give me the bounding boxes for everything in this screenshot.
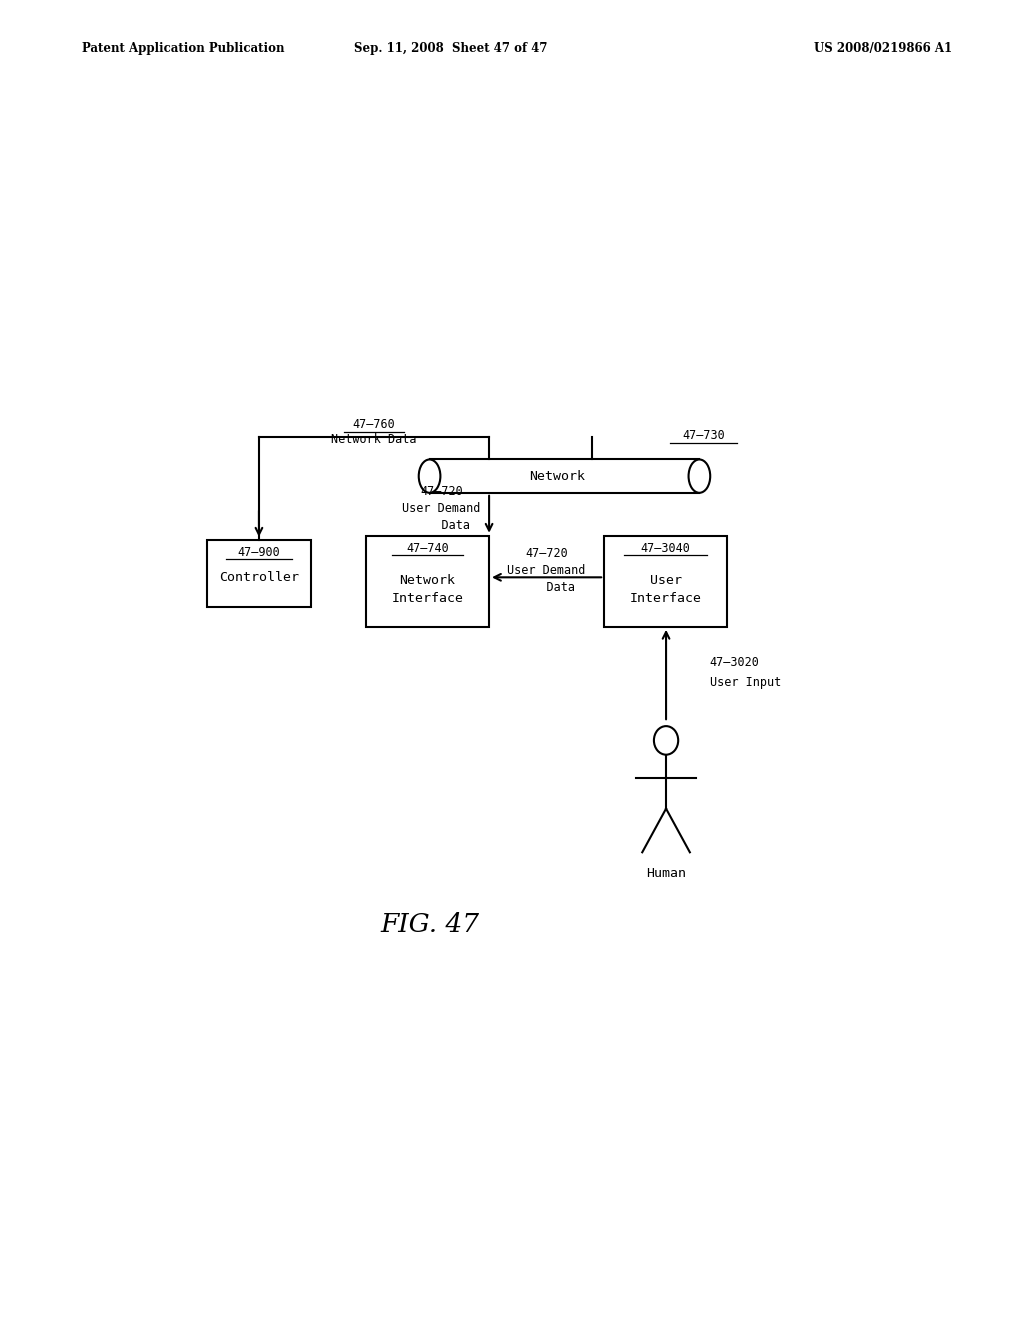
- Text: 47–720: 47–720: [420, 486, 463, 499]
- Text: Network Data: Network Data: [332, 433, 417, 446]
- Text: 47–3040: 47–3040: [641, 541, 690, 554]
- Text: Patent Application Publication: Patent Application Publication: [82, 42, 285, 55]
- Text: 47–720: 47–720: [525, 546, 568, 560]
- FancyBboxPatch shape: [604, 536, 727, 627]
- FancyBboxPatch shape: [430, 459, 699, 492]
- Text: Sep. 11, 2008  Sheet 47 of 47: Sep. 11, 2008 Sheet 47 of 47: [354, 42, 547, 55]
- Text: 47–760: 47–760: [352, 418, 395, 430]
- Ellipse shape: [654, 726, 678, 755]
- Text: 47–3020: 47–3020: [710, 656, 760, 669]
- Text: 47–730: 47–730: [682, 429, 725, 442]
- Text: Controller: Controller: [219, 570, 299, 583]
- Text: 47–740: 47–740: [407, 541, 449, 554]
- Text: User Demand
    Data: User Demand Data: [508, 564, 586, 594]
- Ellipse shape: [688, 459, 711, 492]
- Text: Network: Network: [529, 470, 586, 483]
- FancyBboxPatch shape: [367, 536, 489, 627]
- Text: User Demand
    Data: User Demand Data: [402, 502, 480, 532]
- Text: Human: Human: [646, 867, 686, 879]
- Text: Network
Interface: Network Interface: [391, 574, 464, 605]
- Text: User
Interface: User Interface: [630, 574, 701, 605]
- Text: FIG. 47: FIG. 47: [380, 912, 479, 937]
- Text: User Input: User Input: [710, 676, 781, 689]
- FancyBboxPatch shape: [207, 540, 310, 607]
- Text: 47–900: 47–900: [238, 546, 281, 558]
- Text: US 2008/0219866 A1: US 2008/0219866 A1: [814, 42, 952, 55]
- Ellipse shape: [419, 459, 440, 492]
